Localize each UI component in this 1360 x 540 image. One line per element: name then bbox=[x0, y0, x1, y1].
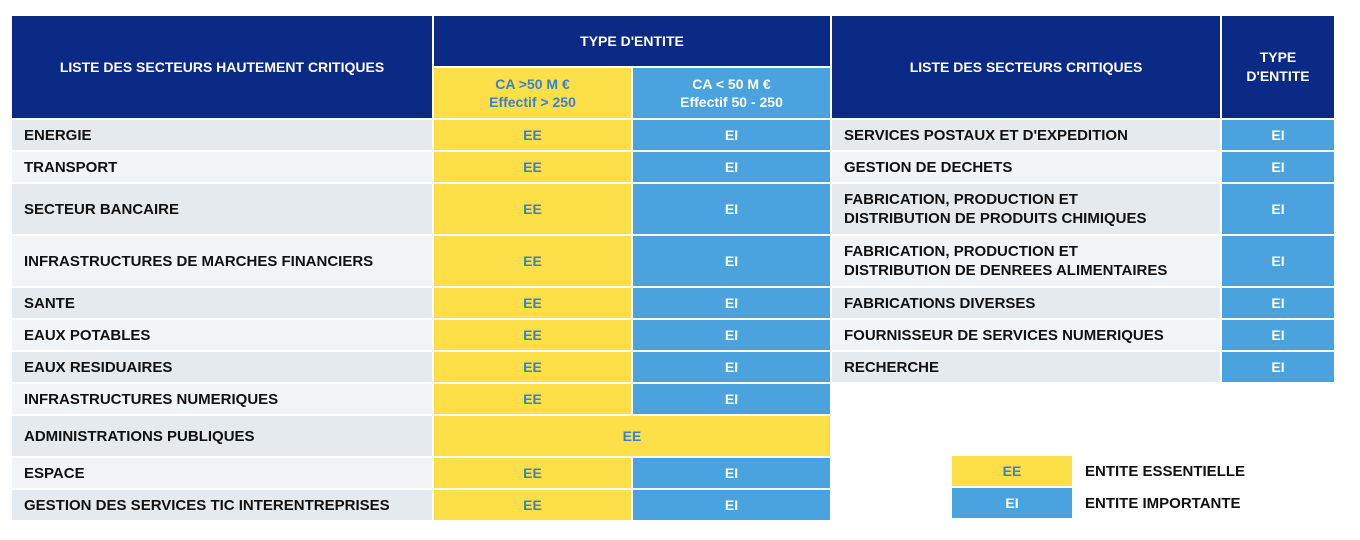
legend-swatch-ei: EI bbox=[952, 488, 1072, 518]
column-header-ee: CA >50 M € Effectif > 250 bbox=[434, 68, 631, 118]
right-row-label: FOURNISSEUR DE SERVICES NUMERIQUES bbox=[832, 320, 1220, 350]
left-row-merged-ee-cell: EE bbox=[434, 416, 830, 456]
right-row-label: SERVICES POSTAUX ET D'EXPEDITION bbox=[832, 120, 1220, 150]
column-header-ei-line1: CA < 50 M € bbox=[692, 76, 771, 92]
left-row-label: SECTEUR BANCAIRE bbox=[12, 184, 432, 234]
column-header-ei-line2: Effectif 50 - 250 bbox=[680, 94, 783, 110]
right-sectors-header-text: LISTE DES SECTEURS CRITIQUES bbox=[909, 58, 1143, 75]
right-row-ei-cell: EI bbox=[1222, 120, 1334, 150]
right-row-label-text: SERVICES POSTAUX ET D'EXPEDITION bbox=[844, 126, 1128, 144]
right-row-label-line1: FABRICATION, PRODUCTION ET bbox=[844, 243, 1078, 260]
left-row-ei-cell: EI bbox=[633, 490, 830, 520]
left-sectors-header-text: LISTE DES SECTEURS HAUTEMENT CRITIQUES bbox=[59, 58, 385, 75]
right-row-label-line2: DISTRIBUTION DE DENREES ALIMENTAIRES bbox=[844, 262, 1168, 279]
left-row-label: ADMINISTRATIONS PUBLIQUES bbox=[12, 416, 432, 456]
right-row-ei-cell: EI bbox=[1222, 320, 1334, 350]
column-header-ee-line1: CA >50 M € bbox=[495, 76, 570, 92]
left-row-ei-cell: EI bbox=[633, 352, 830, 382]
right-row-ei-cell: EI bbox=[1222, 288, 1334, 318]
column-header-ei: CA < 50 M € Effectif 50 - 250 bbox=[633, 68, 830, 118]
left-type-header-text: TYPE D'ENTITE bbox=[580, 32, 684, 49]
right-row-label-text: FABRICATIONS DIVERSES bbox=[844, 294, 1036, 312]
left-row-label: GESTION DES SERVICES TIC INTERENTREPRISE… bbox=[12, 490, 432, 520]
right-row-label-text: RECHERCHE bbox=[844, 358, 940, 376]
left-sectors-header: LISTE DES SECTEURS HAUTEMENT CRITIQUES bbox=[12, 16, 432, 118]
left-row-ei-cell: EI bbox=[633, 384, 830, 414]
left-row-ei-cell: EI bbox=[633, 120, 830, 150]
right-row-label-text: FOURNISSEUR DE SERVICES NUMERIQUES bbox=[844, 326, 1164, 344]
left-row-label: EAUX POTABLES bbox=[12, 320, 432, 350]
left-type-header: TYPE D'ENTITE bbox=[434, 16, 830, 66]
right-row-label-line2: DISTRIBUTION DE PRODUITS CHIMIQUES bbox=[844, 210, 1147, 227]
left-row-ee-cell: EE bbox=[434, 320, 631, 350]
left-row-ee-cell: EE bbox=[434, 236, 631, 286]
left-row-label: INFRASTRUCTURES NUMERIQUES bbox=[12, 384, 432, 414]
left-row-ei-cell: EI bbox=[633, 320, 830, 350]
left-row-ei-cell: EI bbox=[633, 458, 830, 488]
right-row-label: FABRICATIONS DIVERSES bbox=[832, 288, 1220, 318]
right-type-header-line1: TYPE bbox=[1259, 49, 1297, 65]
left-row-ee-cell: EE bbox=[434, 152, 631, 182]
right-row-label: GESTION DE DECHETS bbox=[832, 152, 1220, 182]
left-row-label: EAUX RESIDUAIRES bbox=[12, 352, 432, 382]
right-row-label: FABRICATION, PRODUCTION ET DISTRIBUTION … bbox=[832, 184, 1220, 234]
left-row-ei-cell: EI bbox=[633, 288, 830, 318]
right-row-label-line1: FABRICATION, PRODUCTION ET bbox=[844, 191, 1078, 208]
left-row-ee-cell: EE bbox=[434, 490, 631, 520]
legend-label-ei: ENTITE IMPORTANTE bbox=[1085, 494, 1241, 512]
right-row-ei-cell: EI bbox=[1222, 184, 1334, 234]
right-row-ei-cell: EI bbox=[1222, 152, 1334, 182]
left-row-ee-cell: EE bbox=[434, 184, 631, 234]
right-type-header-line2: D'ENTITE bbox=[1246, 68, 1310, 84]
right-sectors-header: LISTE DES SECTEURS CRITIQUES bbox=[832, 16, 1220, 118]
left-row-ee-cell: EE bbox=[434, 384, 631, 414]
left-row-label: ESPACE bbox=[12, 458, 432, 488]
right-type-header: TYPE D'ENTITE bbox=[1222, 16, 1334, 118]
left-row-label: ENERGIE bbox=[12, 120, 432, 150]
left-row-label: SANTE bbox=[12, 288, 432, 318]
column-header-ee-line2: Effectif > 250 bbox=[489, 94, 576, 110]
right-row-ei-cell: EI bbox=[1222, 236, 1334, 286]
left-row-ee-cell: EE bbox=[434, 458, 631, 488]
left-row-label: TRANSPORT bbox=[12, 152, 432, 182]
left-row-ei-cell: EI bbox=[633, 184, 830, 234]
left-row-ee-cell: EE bbox=[434, 352, 631, 382]
legend-label-ee: ENTITE ESSENTIELLE bbox=[1085, 462, 1246, 480]
right-row-label-text: GESTION DE DECHETS bbox=[844, 158, 1013, 176]
left-row-ei-cell: EI bbox=[633, 152, 830, 182]
right-row-label: RECHERCHE bbox=[832, 352, 1220, 382]
left-row-ei-cell: EI bbox=[633, 236, 830, 286]
legend-swatch-ee: EE bbox=[952, 456, 1072, 486]
left-row-label: INFRASTRUCTURES DE MARCHES FINANCIERS bbox=[12, 236, 432, 286]
right-row-label: FABRICATION, PRODUCTION ET DISTRIBUTION … bbox=[832, 236, 1220, 286]
left-row-ee-cell: EE bbox=[434, 120, 631, 150]
right-row-ei-cell: EI bbox=[1222, 352, 1334, 382]
left-row-ee-cell: EE bbox=[434, 288, 631, 318]
